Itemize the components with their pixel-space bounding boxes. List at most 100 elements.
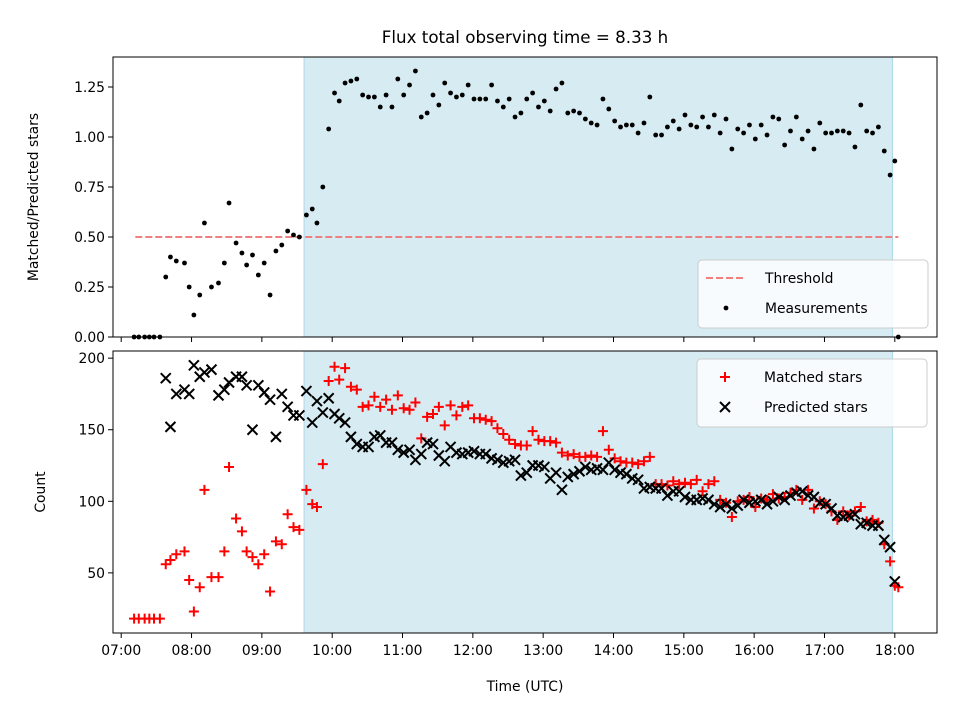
measurement-point — [506, 96, 512, 102]
predicted-star-point — [884, 541, 896, 553]
measurement-point — [336, 98, 342, 104]
count-marks — [129, 359, 904, 624]
matched-star-point — [345, 381, 356, 392]
matched-star-point — [369, 391, 380, 402]
measurement-point — [239, 250, 245, 256]
measurement-point — [226, 200, 232, 206]
x-tick-label: 08:00 — [172, 643, 212, 659]
ratio-legend: Threshold Measurements — [697, 259, 929, 329]
legend-predicted-swatch — [719, 401, 731, 413]
measurement-point — [670, 118, 676, 124]
measurement-point — [216, 280, 221, 286]
y-tick-label: 0.00 — [74, 330, 105, 346]
measurement-point — [788, 128, 793, 134]
predicted-stars-series — [160, 359, 901, 588]
predicted-star-point — [397, 446, 410, 459]
measurement-point — [191, 312, 197, 318]
predicted-star-point — [311, 395, 323, 407]
y-tick-label: 100 — [78, 494, 105, 510]
measurement-point — [202, 220, 207, 226]
matched-star-point — [726, 512, 737, 523]
predicted-star-point — [270, 431, 282, 443]
measurement-point — [261, 260, 267, 266]
measurement-point — [197, 292, 203, 298]
measurement-point — [360, 92, 366, 98]
measurement-point — [285, 228, 291, 234]
matched-star-point — [439, 420, 450, 431]
matched-star-point — [219, 546, 230, 557]
measurement-point — [366, 94, 371, 100]
matched-star-point — [375, 401, 386, 412]
measurement-point — [377, 104, 383, 110]
measurement-point — [273, 248, 279, 254]
matched-star-point — [451, 410, 462, 421]
y-tick-label: 1.25 — [74, 80, 105, 96]
predicted-star-point — [579, 461, 592, 473]
matched-star-point — [715, 494, 726, 505]
predicted-star-point — [755, 494, 767, 506]
predicted-star-point — [773, 491, 785, 503]
matched-star-point — [533, 434, 544, 445]
measurement-point — [676, 126, 682, 132]
measurement-point — [163, 274, 169, 280]
y-tick-label: 0.50 — [74, 230, 105, 246]
legend-label: Predicted stars — [764, 400, 868, 416]
measurement-point — [717, 130, 723, 136]
predicted-star-point — [784, 489, 797, 502]
matched-star-point — [416, 433, 427, 444]
matched-star-point — [463, 400, 474, 411]
matched-star-point — [709, 476, 720, 487]
predicted-star-point — [714, 501, 726, 513]
predicted-star-point — [608, 464, 621, 476]
measurement-point — [401, 92, 407, 98]
measurement-point — [471, 96, 477, 102]
x-tick-label: 09:00 — [242, 643, 282, 659]
measurement-point — [706, 124, 711, 130]
matched-star-point — [492, 423, 503, 434]
measurement-point — [711, 112, 717, 118]
predicted-star-point — [849, 508, 861, 520]
measurement-point — [700, 114, 705, 120]
measurement-point — [320, 184, 326, 190]
measurement-point — [852, 144, 858, 150]
x-tick-label: 13:00 — [523, 643, 563, 659]
measurement-point — [512, 114, 518, 120]
measurement-point — [892, 158, 898, 164]
measurement-point — [418, 114, 424, 120]
measurement-point — [530, 90, 536, 96]
y-tick-label: 0.75 — [74, 180, 105, 196]
measurement-point — [817, 120, 823, 126]
predicted-star-point — [403, 444, 416, 456]
matched-star-point — [259, 549, 270, 560]
measurement-point — [606, 106, 612, 112]
measurement-point — [629, 122, 635, 128]
count-panel: 50 100 150 200 07:00 08:00 09:00 10:00 11:00 12:… — [33, 350, 938, 659]
predicted-star-point — [761, 498, 773, 510]
matched-star-point — [685, 479, 696, 490]
measurement-point — [524, 96, 530, 102]
measurement-point — [682, 112, 688, 118]
matched-star-point — [171, 549, 182, 560]
predicted-star-point — [322, 392, 335, 404]
matched-star-point — [334, 374, 345, 385]
measurement-point — [182, 260, 187, 266]
measurement-point — [186, 284, 192, 290]
matched-star-point — [179, 546, 190, 557]
predicted-star-point — [708, 498, 721, 510]
matched-star-point — [404, 404, 415, 415]
y-tick-label: 50 — [87, 566, 105, 582]
measurement-point — [735, 126, 741, 132]
measurement-point — [793, 114, 799, 120]
measurement-point — [296, 234, 302, 240]
matched-star-point — [521, 440, 532, 451]
predicted-star-point — [198, 366, 211, 379]
predicted-star-point — [661, 489, 674, 502]
matched-star-point — [885, 556, 896, 567]
measurement-point — [430, 92, 436, 98]
predicted-star-point — [415, 448, 427, 460]
x-axis-label: Time (UTC) — [486, 679, 564, 695]
predicted-star-point — [737, 494, 750, 506]
predicted-star-point — [702, 494, 715, 506]
matched-star-point — [638, 456, 649, 467]
legend-box — [696, 358, 928, 428]
